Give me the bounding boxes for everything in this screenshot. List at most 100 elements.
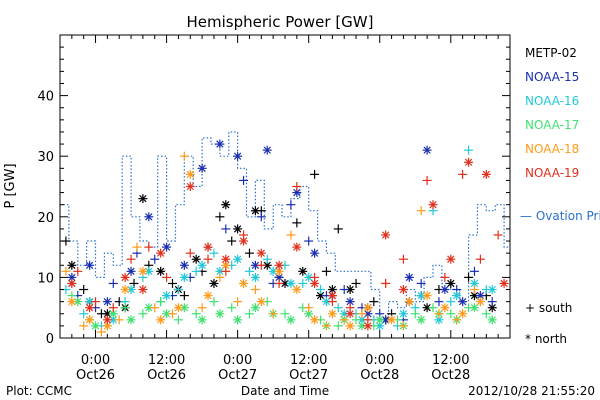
plus-marker-noaa-16 <box>209 248 219 258</box>
star-marker-noaa-15 <box>126 266 136 276</box>
plus-marker-noaa-17 <box>120 303 130 313</box>
star-marker-noaa-15 <box>179 260 189 270</box>
star-marker-noaa-18 <box>256 297 266 307</box>
plot-source: Plot: CCMC <box>6 384 72 398</box>
star-marker-noaa-16 <box>452 291 462 301</box>
plus-marker-metp-02 <box>292 218 302 228</box>
star-marker-noaa-19 <box>464 157 474 167</box>
x-tick-date-label: Oct27 <box>218 368 257 383</box>
star-marker-noaa-17 <box>286 315 296 325</box>
legend-entry-noaa-15: NOAA-15 <box>525 70 579 84</box>
y-tick-label: 0 <box>46 332 54 347</box>
x-tick-date-label: Oct26 <box>76 368 115 383</box>
plus-marker-noaa-16 <box>262 254 272 264</box>
star-marker-noaa-17 <box>197 315 207 325</box>
plus-marker-noaa-19 <box>203 254 213 264</box>
x-tick-date-label: Oct28 <box>360 368 399 383</box>
plus-marker-noaa-15 <box>239 175 249 185</box>
plus-marker-noaa-18 <box>197 303 207 313</box>
star-marker-noaa-18 <box>458 309 468 319</box>
plus-marker-noaa-16 <box>191 266 201 276</box>
legend-entry-metp-02: METP-02 <box>525 46 577 60</box>
x-axis-label: Date and Time <box>241 384 329 398</box>
star-marker-noaa-18 <box>239 278 249 288</box>
plus-marker-noaa-15 <box>150 254 160 264</box>
plus-marker-noaa-18 <box>96 327 106 337</box>
star-marker-noaa-17 <box>469 303 479 313</box>
plus-marker-noaa-18 <box>250 285 260 295</box>
plus-marker-metp-02 <box>369 297 379 307</box>
star-marker-noaa-19 <box>310 278 320 288</box>
x-tick-time-label: 0:00 <box>223 353 252 368</box>
x-tick-date-label: Oct28 <box>431 368 470 383</box>
star-marker-metp-02 <box>191 254 201 264</box>
star-marker-noaa-16 <box>321 297 331 307</box>
star-marker-noaa-19 <box>381 230 391 240</box>
star-marker-noaa-19 <box>345 309 355 319</box>
plus-marker-noaa-15 <box>221 224 231 234</box>
x-tick-time-label: 0:00 <box>81 353 110 368</box>
star-marker-noaa-17 <box>416 315 426 325</box>
star-marker-noaa-17 <box>91 321 101 331</box>
chart-title: Hemispheric Power [GW] <box>187 13 374 31</box>
star-marker-noaa-18 <box>156 315 166 325</box>
star-marker-noaa-15 <box>404 272 414 282</box>
plus-marker-metp-02 <box>79 285 89 295</box>
ovation-hpi-line <box>60 131 510 321</box>
plus-marker-noaa-18 <box>233 297 243 307</box>
ovation-model-line <box>60 131 510 321</box>
star-marker-noaa-15 <box>458 297 468 307</box>
legend-entry-noaa-17: NOAA-17 <box>525 118 579 132</box>
star-marker-noaa-16 <box>197 260 207 270</box>
x-tick-time-label: 12:00 <box>432 353 469 368</box>
plus-marker-noaa-19 <box>398 254 408 264</box>
star-marker-noaa-17 <box>304 309 314 319</box>
star-marker-noaa-15 <box>144 212 154 222</box>
plus-marker-noaa-17 <box>446 309 456 319</box>
star-marker-noaa-18 <box>440 303 450 313</box>
star-marker-noaa-16 <box>162 291 172 301</box>
plus-marker-noaa-15 <box>434 297 444 307</box>
plus-marker-noaa-18 <box>179 151 189 161</box>
plus-marker-noaa-17 <box>351 315 361 325</box>
star-marker-noaa-19 <box>102 315 112 325</box>
x-axis: 0:00Oct2612:00Oct260:00Oct2712:00Oct270:… <box>59 35 511 383</box>
plus-marker-noaa-17 <box>333 321 343 331</box>
plus-marker-metp-02 <box>215 212 225 222</box>
plus-marker-noaa-18 <box>168 309 177 319</box>
plus-marker-noaa-18 <box>132 242 142 252</box>
plus-marker-noaa-19 <box>381 278 391 288</box>
star-marker-noaa-18 <box>387 315 397 325</box>
plus-marker-noaa-18 <box>452 315 462 325</box>
plus-marker-noaa-17 <box>280 309 290 319</box>
legend-south-marker: + south <box>525 301 572 315</box>
plus-marker-noaa-16 <box>333 303 343 313</box>
star-marker-noaa-15 <box>197 163 207 173</box>
plus-marker-metp-02 <box>321 266 331 276</box>
plot-timestamp: 2012/10/28 21:55:20 <box>468 384 595 398</box>
legend-model-entry: — Ovation Prime HPI <box>520 209 600 223</box>
plus-marker-noaa-17 <box>191 309 201 319</box>
star-marker-metp-02 <box>250 206 260 216</box>
legend-entry-noaa-19: NOAA-19 <box>525 166 579 180</box>
plus-marker-noaa-15 <box>487 297 497 307</box>
star-marker-noaa-19 <box>138 285 148 295</box>
plus-marker-noaa-18 <box>286 230 296 240</box>
plus-marker-noaa-18 <box>321 321 331 331</box>
star-marker-noaa-15 <box>85 260 95 270</box>
plus-marker-noaa-17 <box>156 297 166 307</box>
plus-marker-noaa-16 <box>298 278 308 288</box>
star-marker-noaa-19 <box>274 260 284 270</box>
star-marker-noaa-19 <box>156 248 166 258</box>
star-marker-noaa-17 <box>487 315 497 325</box>
plus-marker-noaa-19 <box>108 303 118 313</box>
star-marker-noaa-15 <box>440 285 450 295</box>
y-tick-label: 20 <box>37 211 54 226</box>
plus-marker-noaa-18 <box>79 321 89 331</box>
scatter-points <box>61 139 509 337</box>
x-tick-date-label: Oct27 <box>289 368 328 383</box>
star-marker-metp-02 <box>487 303 497 313</box>
star-marker-noaa-18 <box>203 291 213 301</box>
star-marker-noaa-16 <box>233 254 243 264</box>
plus-marker-noaa-16 <box>316 285 326 295</box>
